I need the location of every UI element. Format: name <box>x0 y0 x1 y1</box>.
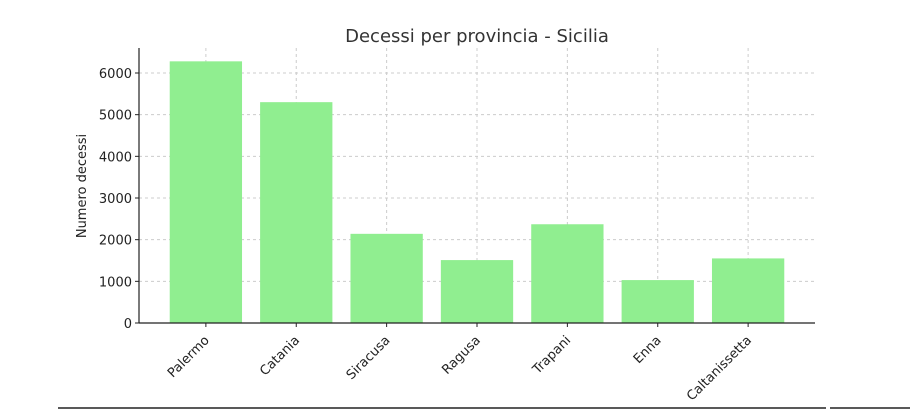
bar-siracusa <box>350 233 423 323</box>
y-tick-label: 4000 <box>99 150 132 165</box>
x-tick-label: Catania <box>257 333 303 379</box>
x-tick-label: Palermo <box>165 333 213 381</box>
chart-title: Decessi per provincia - Sicilia <box>345 26 609 47</box>
y-tick-label: 6000 <box>99 67 132 82</box>
y-tick-label: 2000 <box>99 234 132 249</box>
bar-trapani <box>531 224 604 323</box>
y-tick-label: 0 <box>124 317 132 332</box>
bar-ragusa <box>440 260 514 323</box>
x-tick-label: Ragusa <box>439 333 484 378</box>
y-axis-label: Numero decessi <box>75 134 90 238</box>
x-tick-label: Enna <box>631 333 665 367</box>
x-tick-label: Siracusa <box>344 333 394 383</box>
x-tick-label: Caltanissetta <box>684 333 755 404</box>
bar-caltanissetta <box>711 258 785 323</box>
y-tick-label: 5000 <box>99 109 132 124</box>
bar-enna <box>621 280 694 323</box>
bar-palermo <box>169 61 243 323</box>
x-tick-label: Trapani <box>529 333 574 378</box>
y-tick-label: 1000 <box>99 275 132 290</box>
bar-catania <box>260 102 333 324</box>
y-tick-label: 3000 <box>99 192 132 207</box>
